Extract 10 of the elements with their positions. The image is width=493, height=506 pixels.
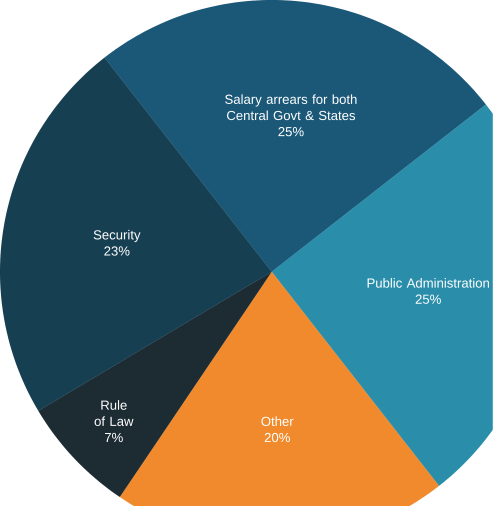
data-label: 20%	[264, 432, 290, 442]
slice-label: Rule of Law	[94, 400, 134, 426]
slice-label: Other	[262, 416, 294, 426]
data-label: 7%	[105, 432, 123, 442]
data-label: 23%	[104, 246, 130, 256]
slice-label: Security	[94, 230, 141, 242]
slice-label: Public Administration	[368, 278, 490, 288]
data-label: 25%	[416, 294, 441, 304]
data-label: 25%	[278, 126, 304, 136]
slice-label: Salary arrears for both Central Govt & States	[225, 94, 357, 120]
